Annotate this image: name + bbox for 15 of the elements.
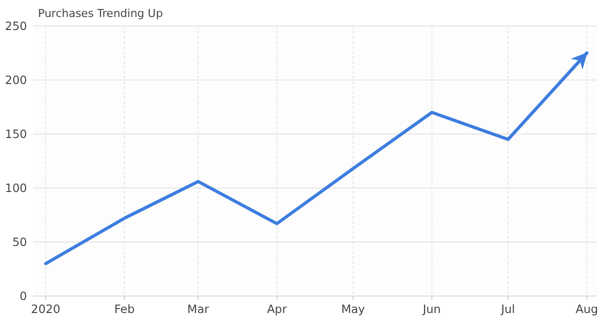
x-tick-label: Aug [576,302,598,316]
y-tick-label: 100 [5,181,27,196]
x-tick-label: Apr [266,302,288,316]
y-tick-label: 0 [20,289,27,304]
x-tick-label: 2020 [31,302,60,316]
x-tick-label: Mar [187,302,210,316]
y-tick-label: 250 [5,19,27,34]
x-tick-label: Feb [114,302,135,316]
x-tick-label: Jun [422,302,441,316]
chart-title: Purchases Trending Up [38,7,163,20]
y-tick-label: 150 [5,127,27,142]
y-tick-label: 50 [12,235,27,250]
y-tick-label: 200 [5,73,27,88]
x-tick-label: Jul [500,302,516,316]
x-tick-label: May [341,302,366,316]
